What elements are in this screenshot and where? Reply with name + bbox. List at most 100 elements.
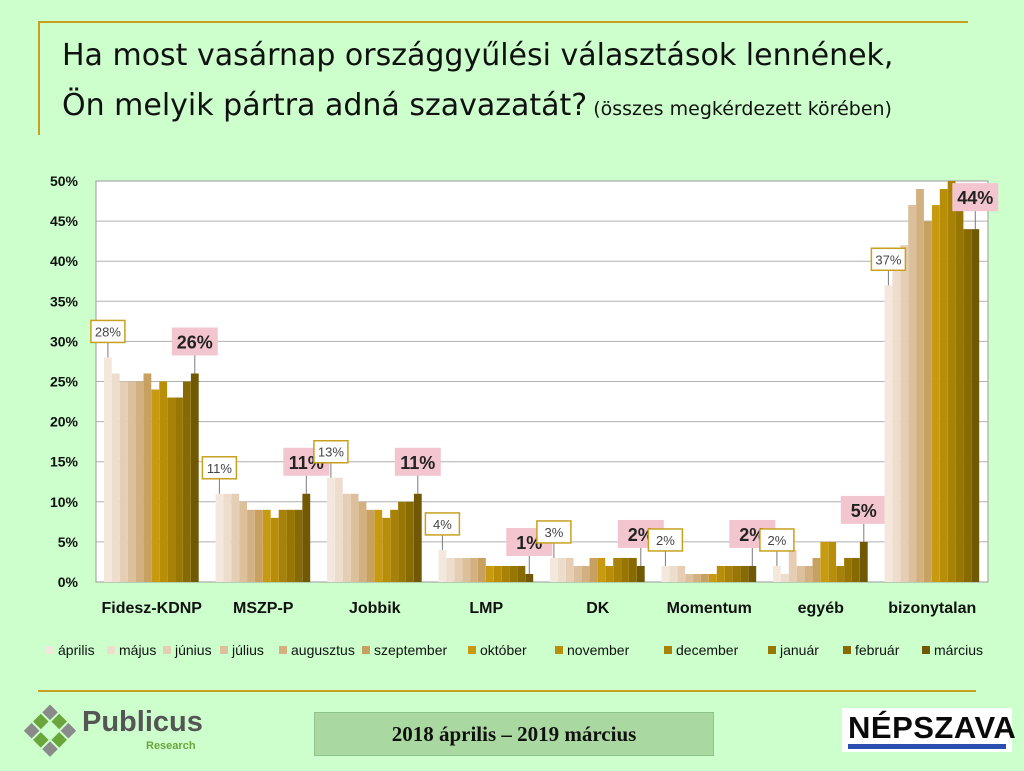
- x-tick-label: bizonytalan: [888, 600, 976, 617]
- x-tick-label: egyéb: [798, 600, 844, 617]
- legend-swatch: [843, 646, 851, 654]
- data-label-last: 2%: [739, 525, 765, 545]
- data-label-first: 13%: [318, 445, 344, 460]
- bar-április-Momentum: [661, 565, 670, 582]
- bar-október-Momentum: [708, 573, 717, 582]
- nepszava-logo-bar: [848, 744, 1006, 749]
- bar-január-Jobbik: [398, 501, 406, 582]
- survey-period: 2018 április – 2019 március: [314, 712, 714, 756]
- top-rule: [38, 21, 968, 23]
- bar-szeptember-bizonytalan: [924, 221, 932, 582]
- bar-augusztus-Jobbik: [358, 501, 367, 582]
- bar-június-Jobbik: [342, 493, 351, 582]
- bar-február-egyéb: [852, 557, 860, 582]
- legend-swatch: [362, 646, 370, 654]
- y-tick-label: 15%: [50, 454, 79, 470]
- bar-december-DK: [613, 557, 621, 582]
- legend-swatch: [279, 646, 287, 654]
- bar-január-MSZP-P: [286, 509, 295, 582]
- legend-label: december: [676, 642, 739, 658]
- bar-október-Jobbik: [374, 509, 383, 582]
- legend-swatch: [220, 646, 228, 654]
- data-label-last: 1%: [516, 533, 542, 553]
- bar-október-bizonytalan: [931, 205, 940, 582]
- bar-május-LMP: [446, 557, 455, 582]
- bar-március-egyéb: [859, 541, 868, 582]
- bar-október-LMP: [485, 565, 494, 582]
- bar-szeptember-Fidesz-KDNP: [143, 373, 152, 582]
- data-label-first-box: [201, 456, 238, 480]
- legend-swatch: [768, 646, 776, 654]
- bar-április-MSZP-P: [215, 493, 224, 582]
- x-tick-label: LMP: [469, 600, 503, 617]
- bar-április-bizonytalan: [884, 285, 893, 582]
- data-label-first-box: [313, 439, 349, 464]
- bar-július-LMP: [462, 557, 470, 582]
- data-label-first: 3%: [545, 525, 564, 540]
- bar-november-egyéb: [828, 541, 837, 582]
- bar-december-Momentum: [724, 565, 733, 582]
- bar-január-LMP: [509, 565, 518, 582]
- legend-label: január: [779, 642, 819, 658]
- bar-március-Fidesz-KDNP: [190, 373, 199, 582]
- data-label-first-box: [90, 319, 126, 344]
- bar-február-DK: [629, 557, 637, 582]
- bar-május-Momentum: [669, 565, 678, 582]
- data-label-last: 11%: [400, 453, 435, 473]
- legend-label: július: [231, 642, 264, 658]
- legend-swatch: [107, 646, 115, 654]
- bar-október-Fidesz-KDNP: [151, 389, 160, 582]
- bar-február-bizonytalan: [963, 229, 972, 582]
- data-label-first-box: [536, 520, 572, 544]
- bar-február-Momentum: [740, 565, 749, 582]
- bar-október-egyéb: [820, 541, 829, 582]
- legend-label: május: [119, 642, 156, 658]
- chart-subtitle: (összes megkérdezett körében): [593, 98, 892, 120]
- x-tick-label: MSZP-P: [233, 600, 294, 617]
- y-tick-label: 40%: [50, 253, 79, 269]
- bar-június-egyéb: [788, 549, 797, 582]
- bar-november-Fidesz-KDNP: [159, 381, 168, 582]
- bar-április-LMP: [438, 549, 447, 582]
- bar-augusztus-Momentum: [693, 573, 701, 582]
- legend-swatch: [555, 646, 563, 654]
- bar-november-DK: [605, 565, 614, 582]
- bar-december-Fidesz-KDNP: [167, 397, 175, 582]
- data-label-last: 2%: [628, 525, 654, 545]
- bar-március-DK: [636, 565, 645, 582]
- legend-label: október: [480, 642, 527, 658]
- data-label-first: 37%: [875, 252, 901, 267]
- title-block: Ha most vasárnap országgyűlési választás…: [0, 0, 1024, 140]
- chart-title-line-2-main: Ön melyik pártra adná szavazatát?: [62, 88, 588, 123]
- bar-március-bizonytalan: [971, 229, 980, 582]
- legend-label: április: [58, 642, 95, 658]
- legend-label: március: [934, 642, 983, 658]
- bar-december-bizonytalan: [947, 181, 956, 582]
- legend-label: november: [567, 642, 630, 658]
- bar-december-LMP: [501, 565, 510, 582]
- x-tick-label: Jobbik: [349, 600, 401, 617]
- bar-október-DK: [597, 557, 606, 582]
- y-tick-label: 0%: [58, 574, 79, 590]
- y-tick-label: 30%: [50, 333, 79, 349]
- bar-augusztus-DK: [581, 565, 590, 582]
- bar-május-egyéb: [780, 573, 789, 582]
- bar-június-MSZP-P: [231, 493, 240, 582]
- publicus-logo-text: Publicus: [82, 706, 203, 738]
- x-tick-label: DK: [586, 600, 610, 617]
- legend-swatch: [163, 646, 171, 654]
- data-label-first: 4%: [433, 517, 452, 532]
- legend-label: február: [855, 642, 900, 658]
- x-tick-label: Momentum: [667, 600, 752, 617]
- bar-július-Momentum: [685, 573, 693, 582]
- bar-szeptember-MSZP-P: [255, 509, 263, 582]
- bar-augusztus-egyéb: [804, 565, 813, 582]
- bar-július-Jobbik: [350, 493, 359, 582]
- y-tick-label: 25%: [50, 374, 79, 390]
- bar-augusztus-MSZP-P: [247, 509, 255, 582]
- bar-március-MSZP-P: [302, 493, 311, 582]
- bar-november-bizonytalan: [939, 189, 948, 582]
- bar-február-MSZP-P: [294, 509, 303, 582]
- chart-title-line-1: Ha most vasárnap országgyűlési választás…: [62, 38, 894, 73]
- data-label-last-box: [952, 183, 999, 212]
